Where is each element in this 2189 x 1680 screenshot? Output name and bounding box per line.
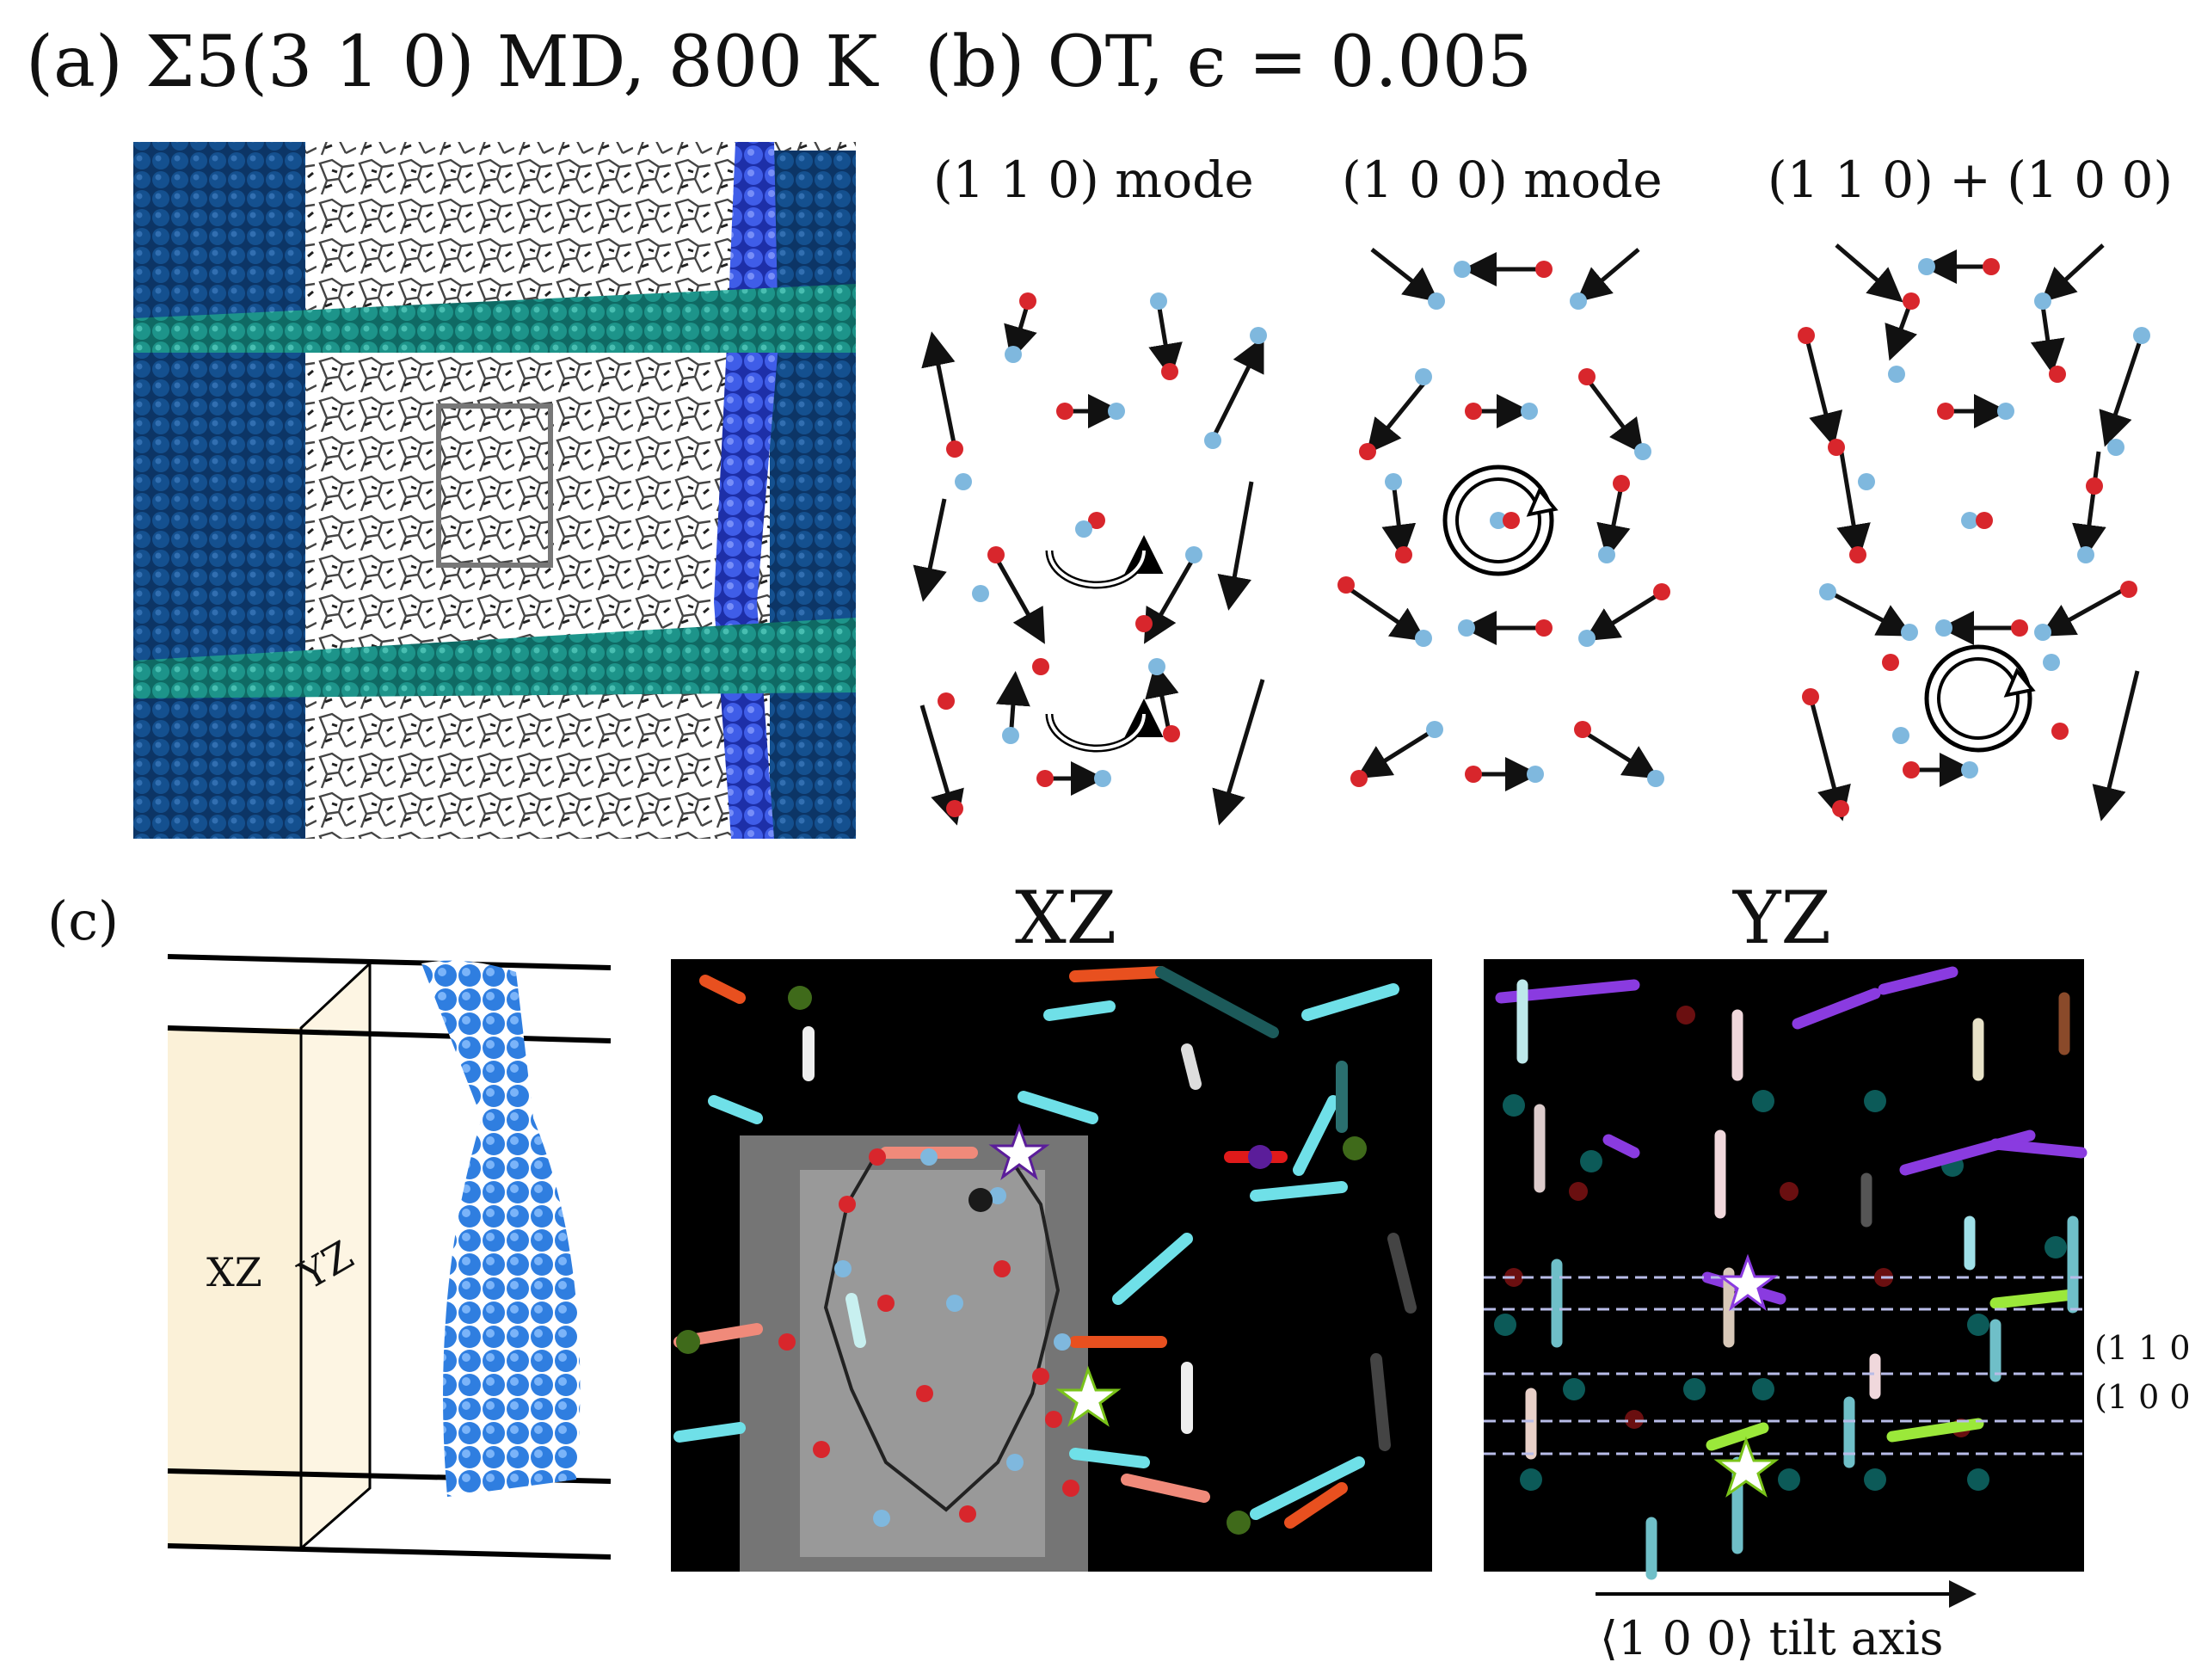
mode-100-label: (1 0 0) mode bbox=[1342, 151, 1663, 209]
mode-sum-label: (1 1 0) + (1 0 0) bbox=[1768, 151, 2174, 209]
yz-view-title: YZ bbox=[1733, 876, 1831, 960]
panel-b-modes bbox=[913, 243, 2150, 826]
rotation-circle-icon bbox=[1442, 465, 1554, 576]
purple-star-icon bbox=[1717, 1253, 1779, 1311]
rotation-arrow-icon bbox=[1045, 535, 1164, 589]
xz-box-label: XZ bbox=[206, 1249, 262, 1295]
mode-100-diagram bbox=[1337, 248, 1670, 791]
plane-100-label: (1 0 0) bbox=[2094, 1378, 2189, 1416]
green-star-icon bbox=[1055, 1365, 1122, 1427]
mode-110-diagram bbox=[913, 292, 1267, 826]
panel-c-box-sketch: XZ YZ bbox=[167, 954, 612, 1560]
panel-b-title: (b) OT, ϵ = 0.005 bbox=[925, 22, 1533, 103]
yz-render bbox=[1484, 959, 2088, 1580]
left-grain bbox=[133, 142, 305, 839]
right-grain bbox=[770, 151, 856, 839]
selection-box bbox=[436, 403, 553, 568]
green-star-icon bbox=[1713, 1436, 1780, 1498]
panel-a-title: (a) Σ5(3 1 0) MD, 800 K bbox=[26, 22, 878, 103]
teal-stripe-lower bbox=[133, 618, 856, 698]
xz-plane bbox=[168, 1028, 301, 1548]
plane-110-label: (1 1 0) bbox=[2094, 1329, 2189, 1367]
tilt-axis-label: ⟨1 0 0⟩ tilt axis bbox=[1600, 1611, 1944, 1665]
purple-star-icon bbox=[988, 1123, 1050, 1180]
panel-a-simulation bbox=[133, 142, 856, 839]
boundary-atom-cluster bbox=[421, 960, 581, 1497]
xz-render bbox=[671, 959, 1432, 1572]
mode-sum-diagram bbox=[1798, 243, 2150, 822]
teal-stripe-upper bbox=[133, 284, 856, 353]
rotation-circle-icon bbox=[1924, 644, 2032, 753]
mode-110-label: (1 1 0) mode bbox=[933, 151, 1254, 209]
xz-view-title: XZ bbox=[1015, 876, 1117, 960]
rotation-arrow-icon bbox=[1045, 698, 1164, 753]
panel-c-label: (c) bbox=[47, 889, 120, 952]
